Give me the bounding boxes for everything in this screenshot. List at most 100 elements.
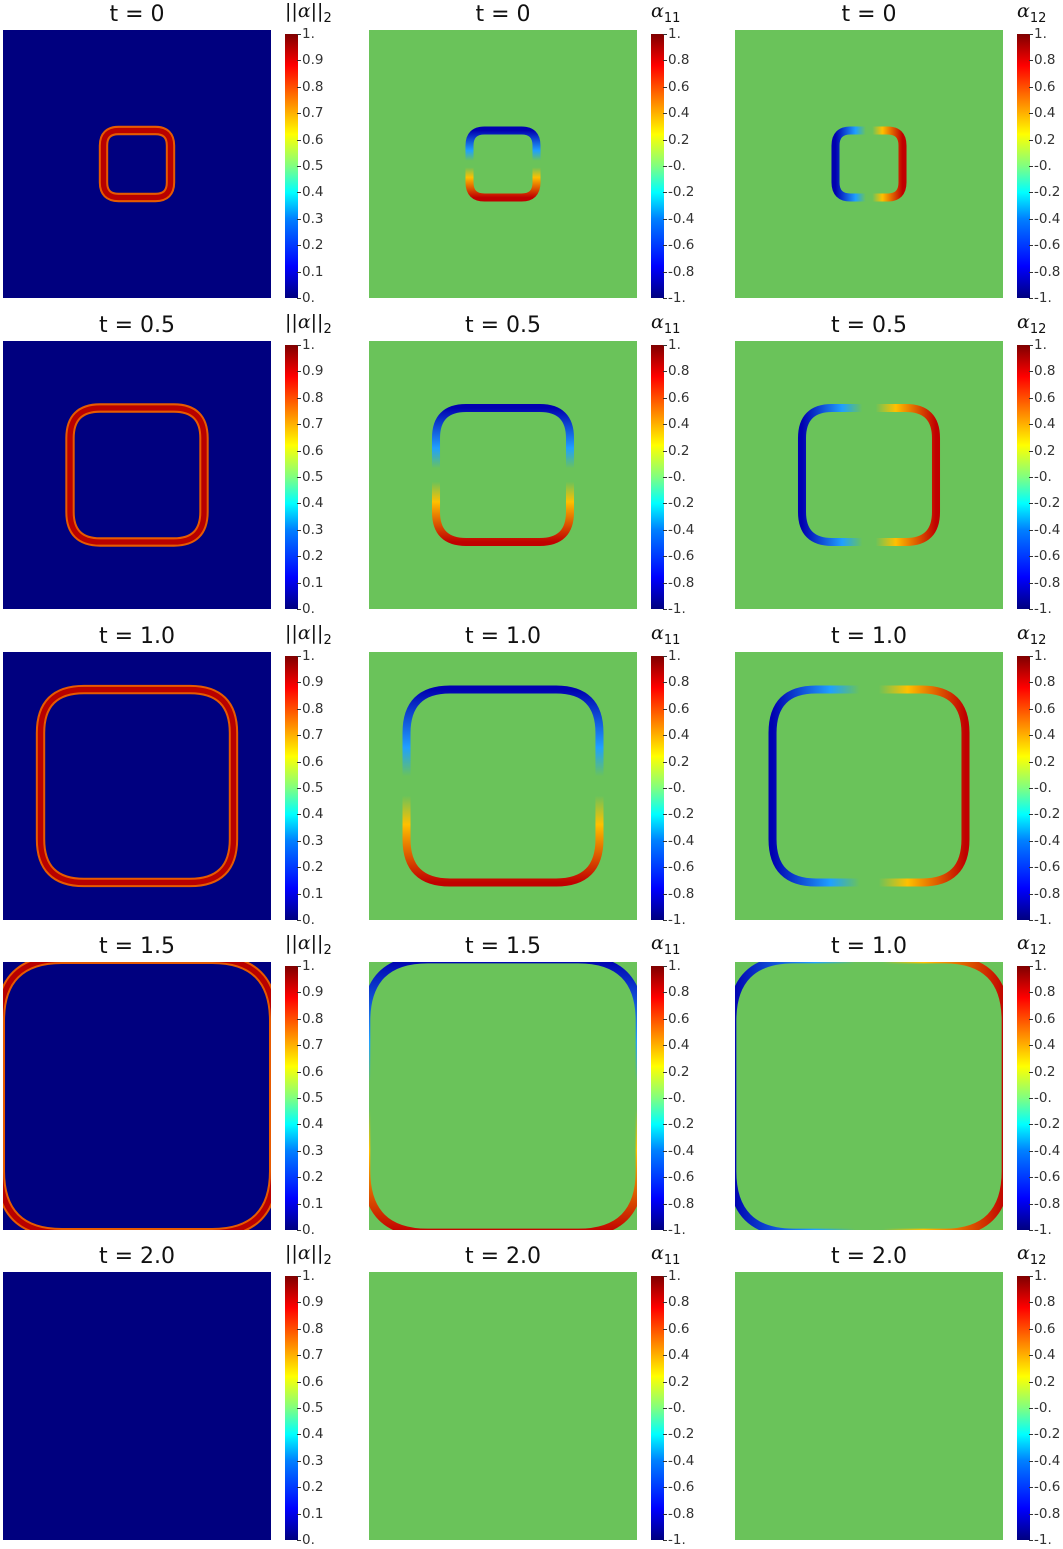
colorbar-tick-label: 1. xyxy=(297,958,315,974)
colorbar-tick-label: 0.8 xyxy=(662,363,690,380)
colorbar-tick-label: 0.5 xyxy=(296,1400,324,1416)
colorbar-tick-label: 0.3 xyxy=(296,521,324,538)
colorbar-tick-label: 0.8 xyxy=(1028,984,1056,1001)
panel-norm-row-2: t = 1.0 ||α||2 1. 0.9 0.8 0.7 0.6 0.5 0.4 0.3 0.2 0… xyxy=(3,622,333,929)
colorbar-tick-label: -0. xyxy=(1029,469,1052,485)
field-plot xyxy=(735,1272,1003,1540)
panel-norm-row-3: t = 1.5 ||α||2 1. 0.9 0.8 0.7 0.6 0.5 0.4 0.3 0.2 0… xyxy=(3,932,333,1239)
colorbar-tick-label: 0.6 xyxy=(1028,1320,1056,1337)
colorbar xyxy=(651,345,664,609)
field-plot xyxy=(3,341,271,609)
panel-title: t = 0 xyxy=(841,2,897,27)
field-plot xyxy=(735,652,1003,920)
colorbar-tick-label: -1. xyxy=(663,1532,686,1548)
colorbar-tick-label: 0.8 xyxy=(1028,363,1056,380)
colorbar-tick-label: -0.4 xyxy=(662,832,695,849)
colorbar-tick-label: 0.8 xyxy=(662,674,690,691)
field-plot xyxy=(3,30,271,298)
colorbar-tick-label: 0.2 xyxy=(1028,1373,1056,1390)
colorbar-tick-label: 0.8 xyxy=(662,52,690,69)
colorbar-tick-label: 0. xyxy=(297,1532,315,1548)
colorbar-tick-label: 0.2 xyxy=(1028,1063,1056,1080)
colorbar-tick-label: -1. xyxy=(663,1222,686,1238)
colorbar-tick-label: 0.8 xyxy=(296,78,324,95)
colorbar-title: α12 xyxy=(1017,0,1047,26)
colorbar xyxy=(1017,34,1030,298)
colorbar-tick-label: 0.5 xyxy=(296,1090,324,1106)
colorbar-tick-label: 0.9 xyxy=(296,984,324,1001)
colorbar-tick-label: -0.2 xyxy=(662,1116,695,1133)
colorbar-tick-label: -1. xyxy=(663,601,686,617)
colorbar-tick-label: -0.2 xyxy=(662,806,695,823)
panel-a12-row-0: t = 0 α12 1. 0.8 0.6 0.4 0.2 -0. -0.2 -0.4 -0.6 -0.… xyxy=(735,0,1063,307)
field-plot xyxy=(735,341,1003,609)
colorbar-tick-label: -0. xyxy=(663,1400,686,1416)
colorbar xyxy=(285,345,298,609)
colorbar-tick-label: 0.9 xyxy=(296,363,324,380)
colorbar-tick-label: -0.8 xyxy=(1028,263,1061,280)
colorbar-tick-label: 0.6 xyxy=(662,389,690,406)
colorbar-title: α11 xyxy=(651,0,681,26)
colorbar-tick-label: -0.2 xyxy=(1028,1426,1061,1443)
colorbar-tick-label: 0.6 xyxy=(1028,389,1056,406)
colorbar-title: ||α||2 xyxy=(285,622,332,648)
colorbar-tick-label: 1. xyxy=(297,648,315,664)
panel-title: t = 0.5 xyxy=(464,313,542,338)
colorbar-tick-label: 0.6 xyxy=(662,78,690,95)
panel-title: t = 1.0 xyxy=(98,624,176,649)
colorbar-tick-label: 1. xyxy=(297,337,315,353)
colorbar-title: α11 xyxy=(651,1242,681,1268)
colorbar-tick-label: -0. xyxy=(1029,1400,1052,1416)
colorbar xyxy=(1017,1276,1030,1540)
colorbar-tick-label: 0.4 xyxy=(662,416,690,433)
colorbar-tick-label: 0.4 xyxy=(662,1037,690,1054)
colorbar-tick-label: -0. xyxy=(663,1090,686,1106)
colorbar-tick-label: 0.6 xyxy=(296,1373,324,1390)
colorbar-tick-label: 0.6 xyxy=(662,1010,690,1027)
panel-title: t = 1.0 xyxy=(830,934,908,959)
colorbar-tick-label: 0.2 xyxy=(662,753,690,770)
colorbar-tick-label: -1. xyxy=(1029,1532,1052,1548)
colorbar-tick-label: -0.4 xyxy=(1028,210,1061,227)
field-plot xyxy=(369,962,637,1230)
colorbar-tick-label: 0.2 xyxy=(296,548,324,565)
colorbar-tick-label: 0.9 xyxy=(296,1294,324,1311)
colorbar-title: ||α||2 xyxy=(285,0,332,26)
panel-title: t = 1.0 xyxy=(830,624,908,649)
panel-title: t = 1.0 xyxy=(464,624,542,649)
colorbar-tick-label: -1. xyxy=(1029,601,1052,617)
colorbar-tick-label: -0.8 xyxy=(662,1505,695,1522)
colorbar-tick-label: -0.2 xyxy=(1028,1116,1061,1133)
colorbar-tick-label: 0.4 xyxy=(1028,105,1056,122)
colorbar-tick-label: -0.6 xyxy=(662,548,695,565)
colorbar-tick-label: 0.9 xyxy=(296,52,324,69)
colorbar-tick-label: 0.1 xyxy=(296,1195,324,1212)
colorbar-tick-label: 0.4 xyxy=(1028,727,1056,744)
colorbar-tick-label: -0.8 xyxy=(662,1195,695,1212)
colorbar-tick-label: -0.6 xyxy=(662,1479,695,1496)
colorbar-tick-label: -0. xyxy=(1029,1090,1052,1106)
colorbar xyxy=(651,656,664,920)
colorbar-tick-label: 0.2 xyxy=(662,1063,690,1080)
colorbar-tick-label: -0.2 xyxy=(1028,184,1061,201)
colorbar-tick-label: -1. xyxy=(663,912,686,928)
panel-norm-row-0: t = 0 ||α||2 1. 0.9 0.8 0.7 0.6 0.5 0.4 0.3 0.2 0.1… xyxy=(3,0,333,307)
panel-title: t = 2.0 xyxy=(464,1244,542,1269)
colorbar-tick-label: 0. xyxy=(297,290,315,306)
colorbar-tick-label: 0.1 xyxy=(296,1505,324,1522)
colorbar-tick-label: 0.8 xyxy=(296,700,324,717)
colorbar-tick-label: -0.2 xyxy=(662,495,695,512)
field-plot xyxy=(369,341,637,609)
colorbar-tick-label: -0.4 xyxy=(1028,832,1061,849)
colorbar-tick-label: 0.2 xyxy=(1028,753,1056,770)
colorbar-tick-label: 0.4 xyxy=(296,1116,324,1133)
panel-a12-row-1: t = 0.5 α12 1. 0.8 0.6 0.4 0.2 -0. -0.2 -0.4 -0.6 -… xyxy=(735,311,1063,618)
panel-title: t = 0.5 xyxy=(98,313,176,338)
colorbar-tick-label: 0.2 xyxy=(662,1373,690,1390)
colorbar-tick-label: 1. xyxy=(1029,26,1047,42)
panel-title: t = 2.0 xyxy=(98,1244,176,1269)
colorbar-tick-label: 0.8 xyxy=(662,984,690,1001)
colorbar-tick-label: -0.8 xyxy=(662,263,695,280)
colorbar-tick-label: -0.8 xyxy=(1028,885,1061,902)
colorbar-title: α12 xyxy=(1017,311,1047,337)
